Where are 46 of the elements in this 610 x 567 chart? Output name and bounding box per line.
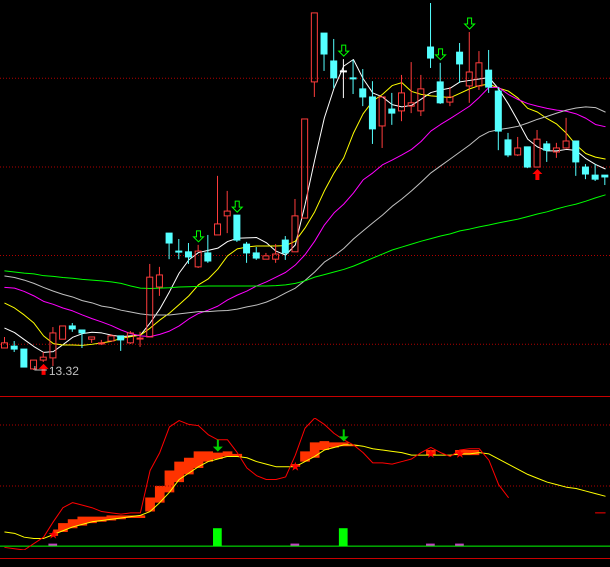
candlestick (427, 3, 434, 68)
candlestick (543, 140, 550, 162)
candlestick (408, 62, 415, 114)
candlestick (572, 140, 580, 176)
candlestick (310, 12, 318, 98)
candlestick (10, 340, 18, 353)
candlestick (117, 335, 124, 352)
candlestick (291, 198, 298, 252)
candlestick (436, 62, 444, 104)
candlestick (88, 336, 96, 344)
candlestick (524, 146, 531, 169)
candlestick (166, 232, 173, 260)
annotation: 13.32 (48, 364, 80, 378)
candlestick (204, 234, 212, 264)
candlestick (214, 175, 222, 236)
candlestick (272, 244, 280, 264)
candlestick (350, 59, 357, 95)
candlestick (378, 96, 386, 148)
candlestick (330, 38, 338, 89)
candlestick (562, 117, 570, 148)
candlestick (504, 132, 512, 158)
candlestick (252, 246, 260, 260)
candlestick (359, 68, 366, 107)
candlestick (485, 49, 492, 94)
candlestick (388, 92, 396, 126)
candlestick (243, 241, 250, 264)
candlestick (301, 118, 308, 219)
candlestick (224, 190, 231, 234)
candlestick (592, 164, 599, 182)
candlestick (59, 325, 66, 340)
candlestick (1, 336, 8, 348)
candlestick (146, 263, 154, 338)
candlestick (398, 74, 405, 122)
candlestick (582, 164, 589, 180)
candlestick (320, 32, 328, 72)
candlestick (175, 238, 182, 260)
candlestick (78, 329, 86, 348)
candlestick (49, 326, 56, 366)
candlestick (184, 242, 192, 264)
candlestick (282, 236, 289, 260)
candlestick (601, 174, 608, 186)
candlestick (534, 129, 541, 168)
candlestick (466, 31, 473, 104)
candlestick (20, 348, 28, 368)
candlestick (156, 266, 163, 296)
candlestick (456, 42, 464, 84)
